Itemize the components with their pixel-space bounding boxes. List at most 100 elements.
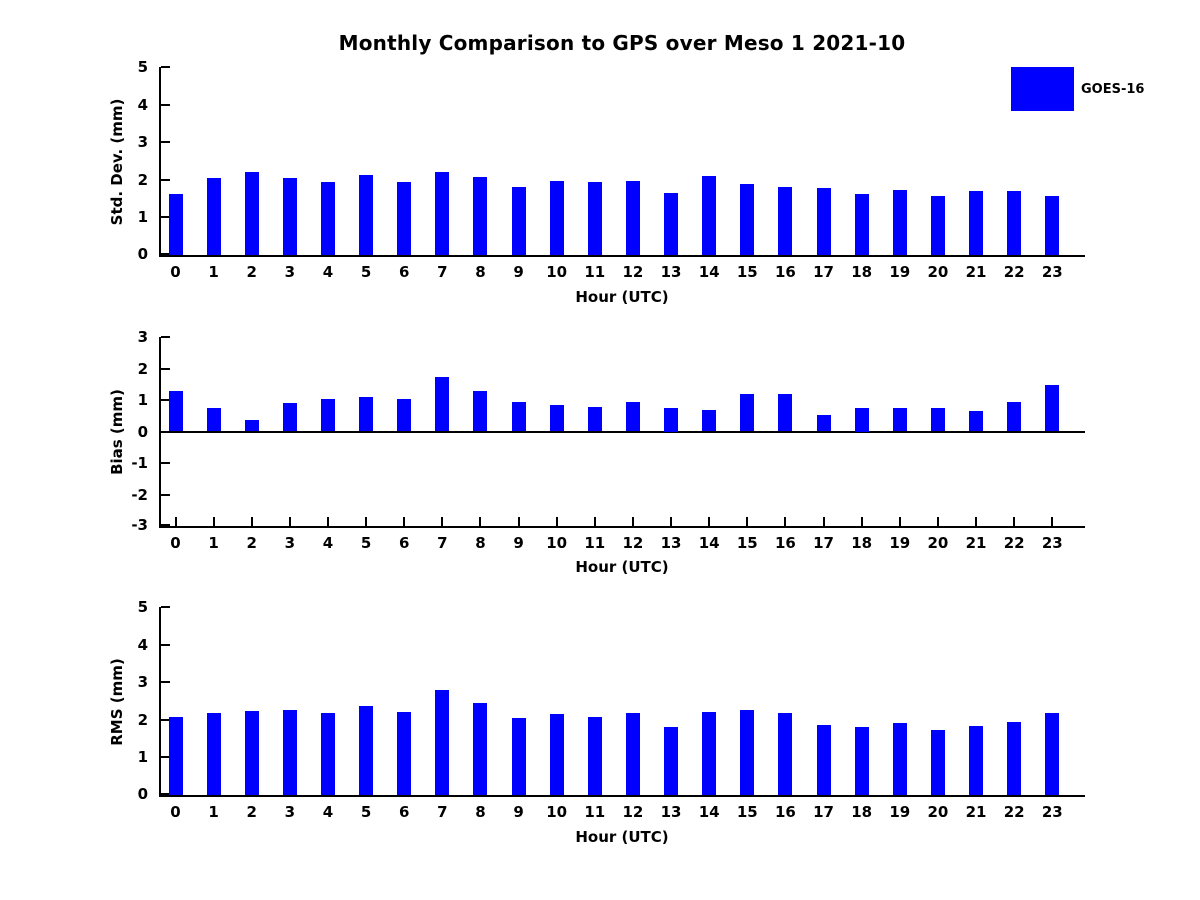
- bar: [320, 182, 335, 255]
- y-tick-mark: [161, 718, 170, 721]
- x-tick-label: 2: [246, 534, 257, 552]
- x-tick-label: 4: [322, 803, 334, 821]
- x-tick-label: 13: [660, 263, 682, 281]
- x-tick-label: 1: [208, 803, 219, 821]
- x-tick-label: 1: [208, 263, 219, 281]
- x-tick-mark: [403, 517, 406, 526]
- x-tick-label: 3: [284, 263, 296, 281]
- bar: [244, 711, 259, 795]
- x-tick-label: 6: [399, 534, 410, 552]
- x-tick-mark: [708, 517, 711, 526]
- bar: [397, 399, 412, 432]
- legend-label: GOES-16: [1081, 82, 1145, 97]
- x-tick-mark: [1051, 517, 1054, 526]
- bar: [587, 717, 602, 795]
- x-axis-spine: [159, 526, 1085, 528]
- y-tick-label: 4: [137, 635, 148, 654]
- x-axis-spine: [159, 255, 1085, 257]
- x-tick-label: 4: [322, 263, 334, 281]
- x-tick-mark: [517, 517, 520, 526]
- bar: [778, 186, 793, 255]
- x-tick-mark: [326, 517, 329, 526]
- x-tick-mark: [975, 517, 978, 526]
- y-tick-label: 1: [137, 391, 148, 409]
- bar: [1007, 191, 1022, 255]
- bar: [282, 177, 297, 255]
- x-tick-label: 6: [399, 263, 410, 281]
- bar: [397, 711, 412, 795]
- y-tick-mark: [161, 756, 170, 759]
- y-tick-mark: [161, 399, 170, 401]
- x-tick-label: 14: [698, 803, 720, 821]
- x-tick-label: 16: [774, 534, 796, 552]
- bar: [587, 406, 602, 432]
- bar: [702, 409, 717, 432]
- x-axis-label-hour-utc: Hour (UTC): [575, 558, 669, 576]
- x-tick-label: 15: [736, 803, 758, 821]
- bar: [930, 729, 945, 795]
- y-tick-mark: [161, 141, 170, 144]
- x-tick-mark: [746, 517, 749, 526]
- x-tick-label: 14: [698, 534, 720, 552]
- x-tick-mark: [593, 517, 596, 526]
- x-tick-label: 8: [475, 534, 486, 552]
- x-tick-label: 2: [246, 803, 257, 821]
- x-tick-label: 3: [284, 534, 296, 552]
- x-tick-label: 19: [889, 803, 911, 821]
- x-tick-label: 21: [965, 803, 987, 821]
- bar: [740, 393, 755, 432]
- x-tick-label: 20: [927, 534, 949, 552]
- x-tick-mark: [288, 517, 291, 526]
- x-tick-label: 13: [660, 534, 682, 552]
- x-tick-label: 7: [437, 803, 448, 821]
- x-tick-label: 7: [437, 534, 448, 552]
- y-tick-label: -3: [131, 516, 148, 534]
- x-axis-label-hour-utc: Hour (UTC): [575, 828, 669, 846]
- bar: [854, 407, 869, 432]
- zero-baseline: [159, 430, 1085, 433]
- x-tick-label: 13: [660, 803, 682, 821]
- x-tick-label: 12: [622, 263, 644, 281]
- x-tick-mark: [479, 517, 482, 526]
- x-tick-label: 10: [546, 803, 568, 821]
- y-axis-spine: [159, 607, 161, 797]
- plot-area-bias: -3 -2 -1 0 1 2 3 0 1 2 3 4 5 6 7 8 9 10 11 12 13 14 15 16 17 18 19…: [131, 328, 1085, 552]
- bar: [549, 180, 564, 255]
- x-tick-mark: [784, 517, 787, 526]
- y-axis-spine: [159, 67, 161, 257]
- x-tick-label: 8: [475, 263, 486, 281]
- x-tick-mark: [555, 517, 558, 526]
- x-tick-label: 5: [360, 803, 372, 821]
- x-tick-label: 15: [736, 263, 758, 281]
- bar: [168, 716, 183, 795]
- bar: [930, 196, 945, 255]
- x-tick-label: 20: [927, 803, 949, 821]
- x-tick-label: 11: [584, 534, 606, 552]
- bar: [892, 722, 907, 795]
- bar: [1007, 721, 1022, 795]
- x-tick-label: 6: [399, 803, 410, 821]
- bar: [206, 408, 221, 432]
- bar: [740, 183, 755, 255]
- x-tick-mark: [860, 517, 863, 526]
- x-tick-mark: [174, 517, 177, 526]
- y-tick-label: 1: [137, 748, 148, 767]
- bar: [778, 394, 793, 432]
- x-tick-label: 17: [813, 803, 834, 821]
- bar: [282, 403, 297, 432]
- x-tick-mark: [441, 517, 444, 526]
- x-tick-label: 22: [1003, 803, 1025, 821]
- x-tick-label: 19: [889, 263, 911, 281]
- plot-area-rms: 0 1 2 3 4 5 0 1 2 3 4 5 6 7 8 9 10 11 12 13 14 15 16 17 18 19 20 21…: [138, 598, 1085, 821]
- x-tick-label: 22: [1003, 263, 1025, 281]
- y-tick-label: -2: [131, 485, 148, 504]
- bar: [1045, 195, 1060, 255]
- x-tick-label: 18: [851, 803, 873, 821]
- bar: [892, 408, 907, 432]
- bar: [664, 192, 679, 255]
- x-axis-label-hour-utc: Hour (UTC): [575, 288, 669, 306]
- bar: [473, 703, 488, 795]
- y-tick-label: 1: [137, 208, 148, 227]
- bar: [359, 397, 374, 432]
- x-tick-label: 4: [322, 534, 334, 552]
